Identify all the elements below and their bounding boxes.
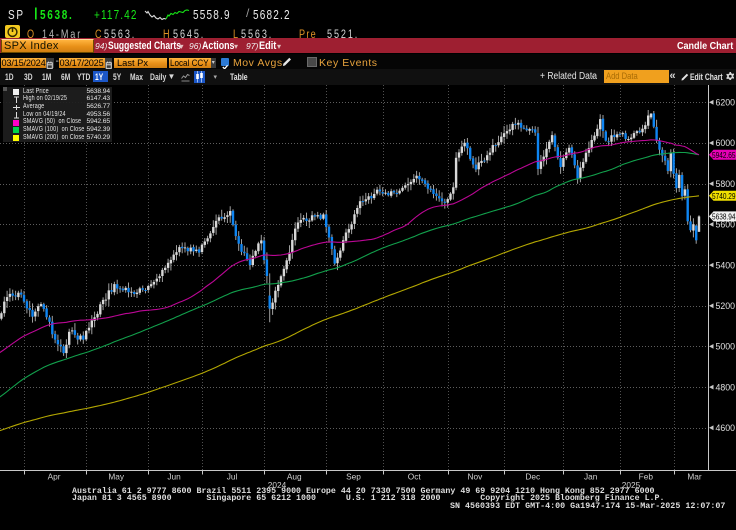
- svg-text:5638.94: 5638.94: [712, 212, 736, 222]
- svg-text:2025: 2025: [622, 480, 641, 490]
- svg-text:2024: 2024: [268, 480, 287, 490]
- svg-text:5942.65: 5942.65: [712, 150, 736, 160]
- svg-text:4600: 4600: [716, 423, 736, 433]
- svg-text:Oct: Oct: [408, 472, 422, 482]
- svg-text:4800: 4800: [716, 382, 736, 392]
- svg-text:5400: 5400: [716, 260, 736, 270]
- svg-text:5740.29: 5740.29: [712, 191, 736, 201]
- svg-text:6000: 6000: [716, 138, 736, 148]
- svg-text:Aug: Aug: [287, 472, 302, 482]
- svg-text:5200: 5200: [716, 301, 736, 311]
- svg-text:5600: 5600: [716, 220, 736, 230]
- svg-text:6200: 6200: [716, 98, 736, 108]
- svg-text:5000: 5000: [716, 342, 736, 352]
- svg-text:Sep: Sep: [346, 472, 361, 482]
- svg-text:Jul: Jul: [227, 472, 238, 482]
- svg-text:Nov: Nov: [468, 472, 484, 482]
- svg-text:Jun: Jun: [167, 472, 181, 482]
- svg-text:May: May: [108, 472, 125, 482]
- svg-text:5800: 5800: [716, 179, 736, 189]
- svg-text:Feb: Feb: [639, 472, 654, 482]
- svg-text:Dec: Dec: [525, 472, 540, 482]
- svg-text:Apr: Apr: [48, 472, 61, 482]
- svg-text:Jan: Jan: [584, 472, 598, 482]
- svg-text:Mar: Mar: [687, 472, 702, 482]
